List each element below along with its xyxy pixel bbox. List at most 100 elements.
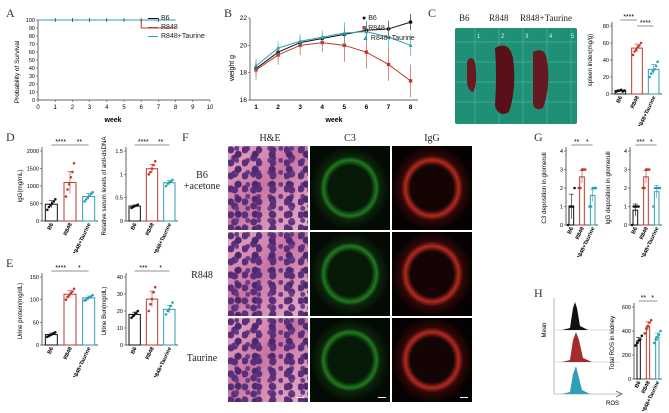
data-point <box>649 72 653 75</box>
data-point <box>648 321 651 324</box>
x-tick-label: B6 <box>567 226 575 235</box>
weight-ylabel: weight g <box>229 55 236 82</box>
igg-image-r848 <box>392 232 472 316</box>
x-tick-label: R848 <box>145 222 156 236</box>
data-point <box>169 304 173 308</box>
y-axis-label: Urine Bun(mg/dL) <box>101 287 108 336</box>
x-tick-label: R848 <box>630 95 641 109</box>
data-point <box>71 290 74 293</box>
x-tick-label: B6 <box>130 346 138 355</box>
ruler-grid: 1 2 3 4 5 <box>455 28 577 124</box>
bar-r848 <box>645 325 651 380</box>
data-point <box>652 341 656 345</box>
spleen-photo-label-b6: B6 <box>459 13 470 23</box>
weight-line-r848 <box>255 42 411 82</box>
y-tick-label: 0 <box>32 98 35 104</box>
data-point <box>630 223 634 227</box>
y-tick-label: 40 <box>117 275 123 281</box>
data-point <box>71 170 74 174</box>
data-point <box>153 159 157 163</box>
y-tick-label: 4 <box>624 149 627 155</box>
y-tick-label: 40 <box>603 58 609 64</box>
data-point <box>152 291 155 294</box>
x-tick-label: 7 <box>387 104 391 111</box>
y-tick-label: 1 <box>120 172 123 178</box>
point-taurine <box>276 45 281 50</box>
sig-marker: ** <box>77 139 83 146</box>
legend-item-r848: ■ R848 <box>362 25 385 32</box>
x-tick-label: R848 <box>63 346 74 360</box>
f-header-c3: C3 <box>344 133 356 144</box>
panel-label-f: F <box>182 130 189 144</box>
y-tick-label: 16 <box>240 97 248 104</box>
x-tick-label: 5 <box>343 104 347 111</box>
flow-hist-b6 <box>562 302 588 330</box>
data-point <box>653 68 656 71</box>
bar-taurine <box>655 336 660 380</box>
data-point <box>66 188 69 191</box>
total-ros-chart: Total ROS in kidney0200400600B6R848R848+… <box>609 295 662 411</box>
data-point <box>166 309 170 313</box>
f-header-igg: IgG <box>424 133 440 144</box>
data-point <box>639 41 643 45</box>
x-tick-label: R848+Taurine <box>72 346 93 377</box>
x-tick-label: 1 <box>254 104 258 111</box>
y-tick-label: 20 <box>603 75 609 81</box>
panel-label-h: H <box>534 286 543 300</box>
bar-r848 <box>643 176 649 226</box>
panel-label-g: G <box>534 130 543 144</box>
sig-marker: ** <box>574 139 580 146</box>
y-tick-label: 200 <box>622 353 631 359</box>
data-point <box>637 205 640 208</box>
data-point <box>636 45 640 49</box>
urine-protein-chart: Urine protein(mg/dL) 0 50 100 150 B6 R848R848+… <box>17 265 98 377</box>
x-tick-label: R848+Taurine <box>637 95 658 126</box>
y-tick-label: 0 <box>120 219 123 225</box>
data-point <box>164 313 168 316</box>
sig-marker: ** <box>158 139 164 146</box>
x-tick-label: R848 <box>639 226 650 240</box>
y-tick-label: 30 <box>117 292 123 298</box>
sig-marker: * <box>78 265 81 272</box>
x-tick-label: 2 <box>71 105 75 111</box>
data-point <box>84 198 88 201</box>
arrow-icon <box>615 390 623 398</box>
y-tick-label: 600 <box>622 305 631 311</box>
y-tick-label: 20 <box>29 82 35 88</box>
data-point <box>635 341 639 345</box>
data-point <box>49 203 52 207</box>
data-point <box>52 200 56 203</box>
point-taurine <box>386 34 391 39</box>
f-row-label-r848: R848 <box>191 270 213 281</box>
y-tick-label: 1 <box>624 205 627 211</box>
data-point <box>633 50 636 53</box>
x-tick-label: B6 <box>631 226 639 235</box>
weight-xlabel: week <box>324 117 342 124</box>
x-tick-label: 9 <box>191 105 195 111</box>
panel-label-d: D <box>6 130 15 144</box>
data-point <box>573 186 576 190</box>
urine-bun-chart: Urine Bun(mg/dL) 0 10 20 30 40 B6 R848R848+Taur… <box>101 265 178 377</box>
data-point <box>91 191 94 194</box>
flow-xlabel: ROS <box>606 401 619 407</box>
data-point <box>147 173 151 176</box>
sig-marker: * <box>651 295 654 302</box>
y-tick-label: 10 <box>117 326 123 332</box>
data-point <box>67 182 71 186</box>
data-point <box>652 205 655 208</box>
sig-marker: **** <box>640 20 651 27</box>
spleen-taurine <box>533 50 549 110</box>
y-tick-label: 20 <box>117 309 123 315</box>
point-r848 <box>408 79 413 83</box>
spleen-r848 <box>495 45 515 114</box>
x-tick-label: B6 <box>130 222 138 231</box>
y-tick-label: 500 <box>30 202 39 208</box>
y-axis-label: Total ROS in kidney <box>609 315 616 370</box>
y-tick-label: 60 <box>603 41 609 47</box>
y-tick-label: 1.5 <box>115 149 123 155</box>
weight-line-b6 <box>255 21 411 69</box>
data-point <box>54 331 57 334</box>
data-point <box>171 301 174 304</box>
data-point <box>72 161 76 165</box>
x-tick-label: 8 <box>409 104 413 111</box>
